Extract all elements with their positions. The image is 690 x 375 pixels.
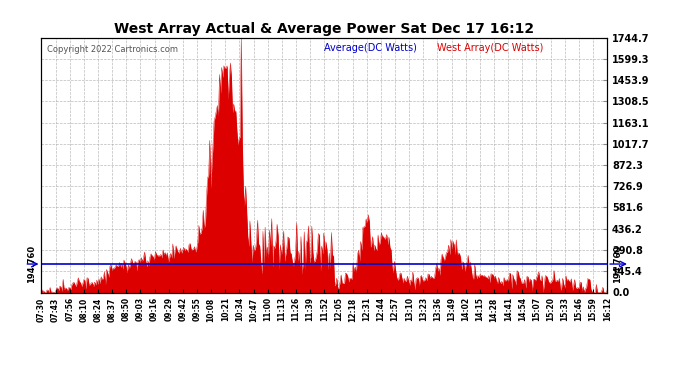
Text: 194.760: 194.760: [613, 245, 622, 283]
Title: West Array Actual & Average Power Sat Dec 17 16:12: West Array Actual & Average Power Sat De…: [115, 22, 534, 36]
Text: 194.760: 194.760: [27, 245, 36, 283]
Text: West Array(DC Watts): West Array(DC Watts): [437, 43, 544, 52]
Text: Average(DC Watts): Average(DC Watts): [324, 43, 417, 52]
Text: Copyright 2022 Cartronics.com: Copyright 2022 Cartronics.com: [47, 45, 178, 54]
